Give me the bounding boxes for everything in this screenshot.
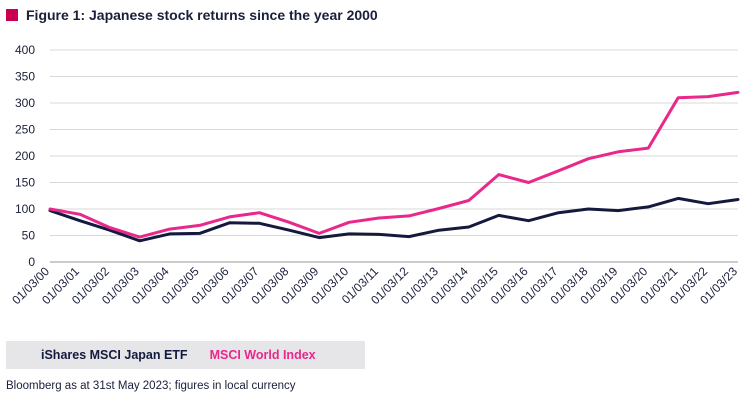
chart-title: Figure 1: Japanese stock returns since t… (26, 7, 378, 23)
chart-title-row: Figure 1: Japanese stock returns since t… (6, 6, 378, 24)
series-line-ishares (48, 196, 740, 243)
line-chart: 05010015020025030035040001/03/0001/03/01… (9, 43, 740, 307)
legend: iShares MSCI Japan ETF MSCI World Index (6, 341, 365, 369)
y-tick-label: 50 (22, 229, 36, 243)
y-tick-label: 100 (15, 202, 35, 216)
legend-item-ishares: iShares MSCI Japan ETF (41, 348, 188, 362)
y-tick-label: 0 (28, 255, 35, 269)
y-tick-label: 350 (15, 70, 35, 84)
y-tick-label: 400 (15, 43, 35, 57)
legend-item-msci-world: MSCI World Index (209, 348, 316, 362)
y-tick-label: 200 (15, 149, 35, 163)
y-tick-label: 250 (15, 123, 35, 137)
series-line-msci-world (48, 90, 740, 239)
source-footnote: Bloomberg as at 31st May 2023; figures i… (6, 380, 296, 392)
y-tick-label: 150 (15, 176, 35, 190)
y-tick-label: 300 (15, 96, 35, 110)
title-marker-square (6, 9, 18, 21)
